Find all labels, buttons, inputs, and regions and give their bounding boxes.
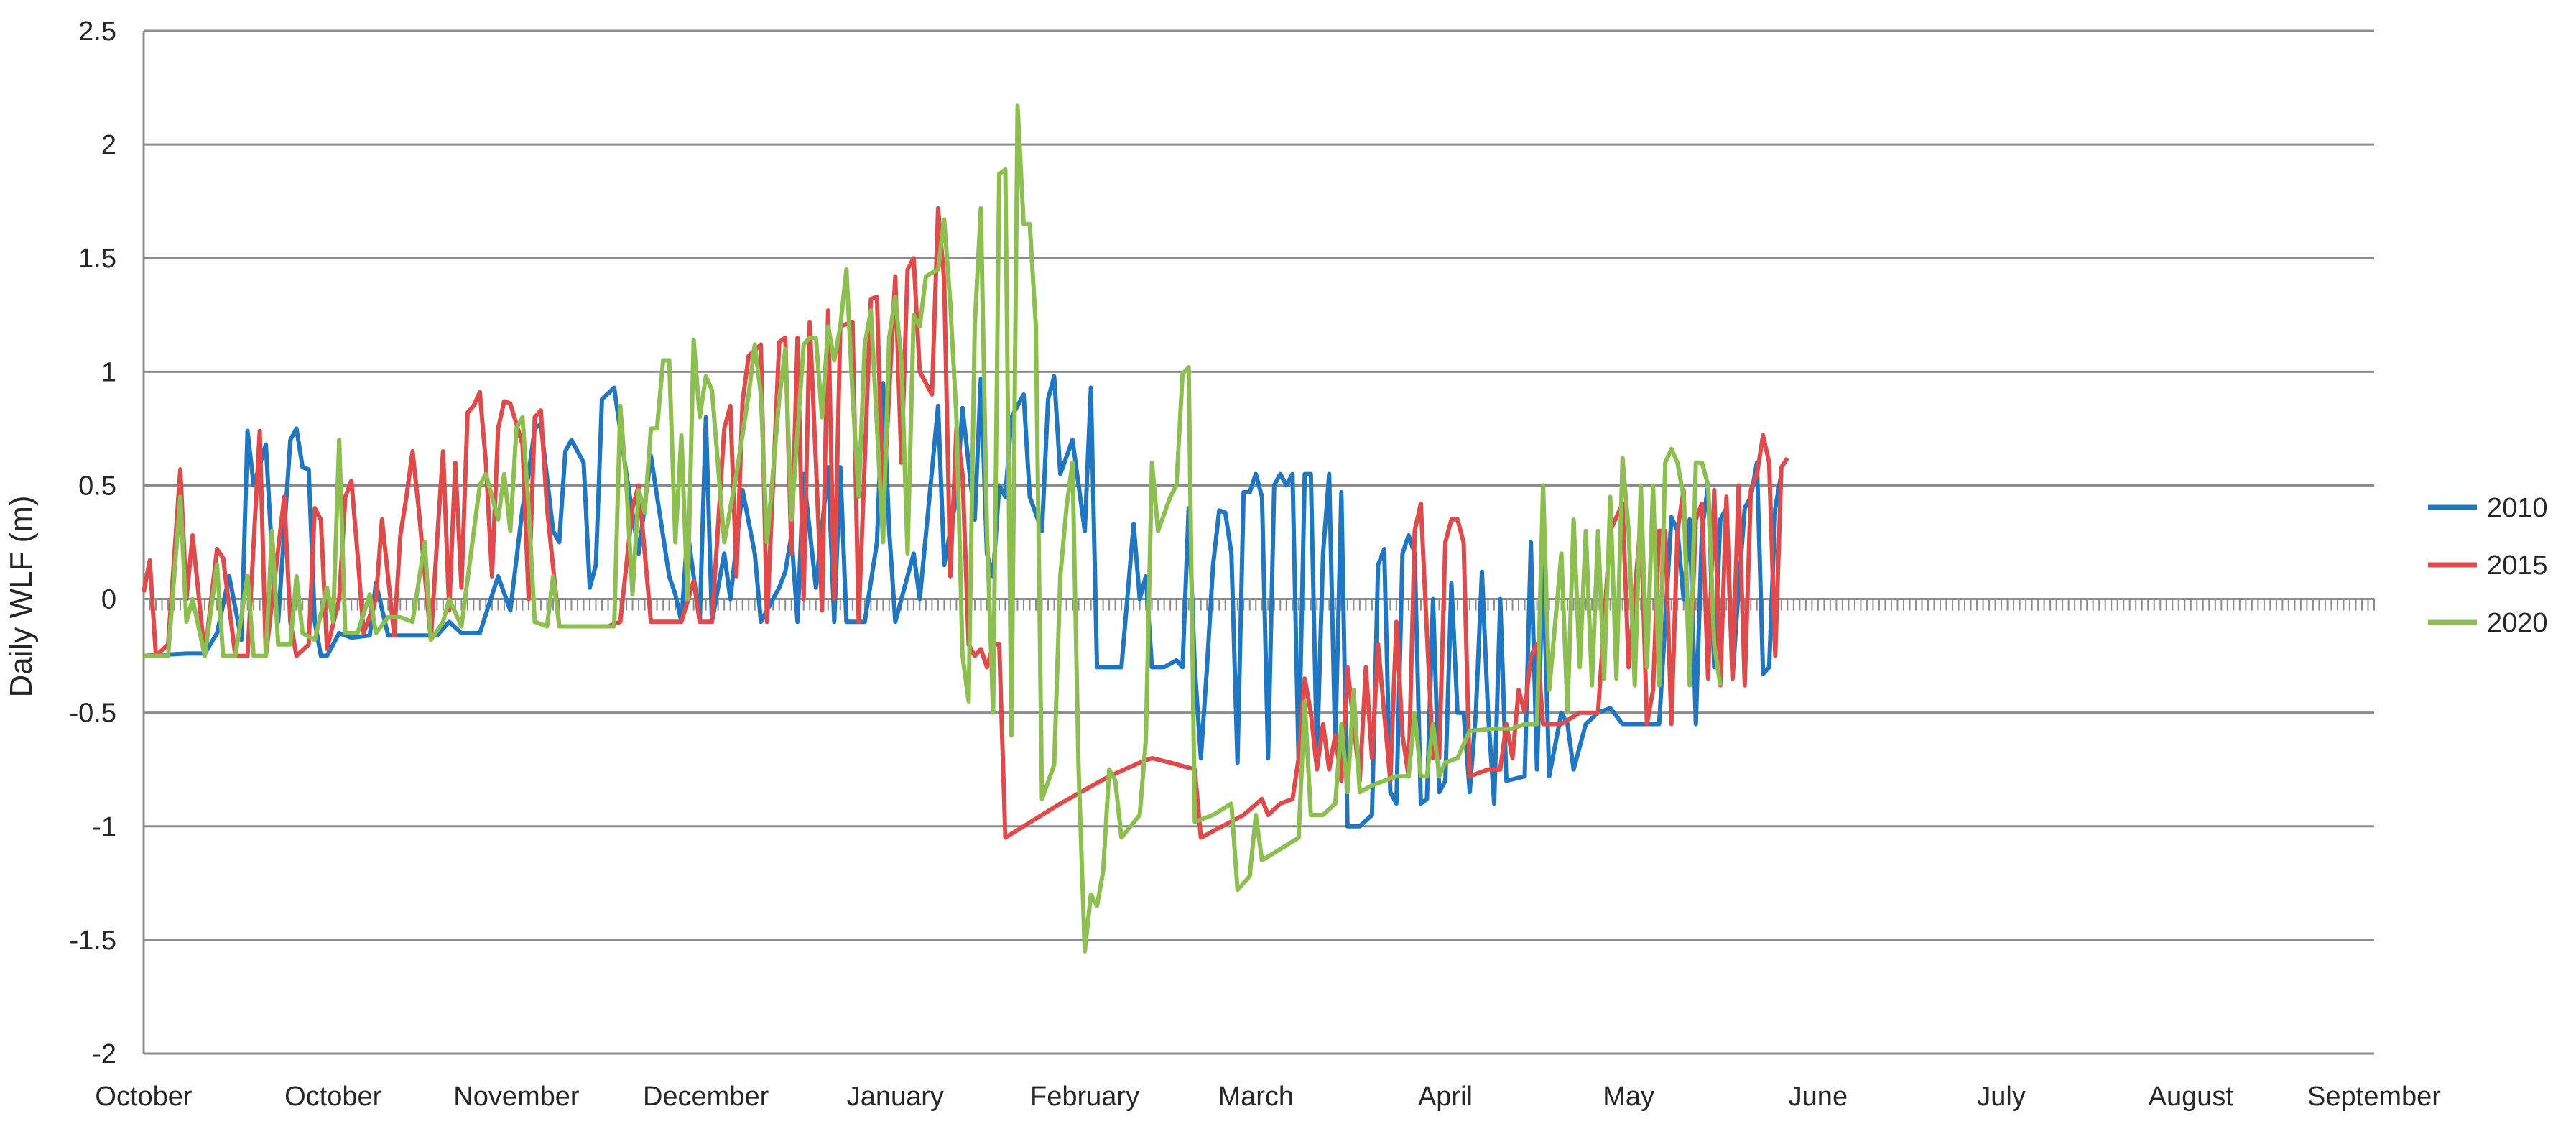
series-line-2015 <box>142 206 1789 840</box>
x-tick-label: September <box>2307 1082 2441 1112</box>
legend-label-2020: 2020 <box>2487 608 2548 638</box>
legend-label-2010: 2010 <box>2487 493 2548 523</box>
legend: 2010 2015 2020 <box>2428 493 2548 638</box>
x-tick-label: June <box>1789 1082 1848 1112</box>
x-tick-label: January <box>847 1082 944 1112</box>
series-line-2020 <box>144 103 1723 954</box>
y-tick-label: -1.5 <box>70 926 116 956</box>
x-tick-label: May <box>1603 1082 1654 1112</box>
x-tick-label: November <box>453 1082 580 1112</box>
y-tick-label: 1 <box>101 357 116 387</box>
y-tick-label: -0.5 <box>70 699 116 729</box>
y-tick-label: 0.5 <box>78 471 116 501</box>
x-tick-label: August <box>2149 1082 2234 1112</box>
x-tick-label: October <box>95 1082 193 1112</box>
y-tick-label: 1.5 <box>78 244 116 274</box>
x-tick-labels: October October November December January Feb… <box>95 1082 2441 1112</box>
x-tick-label: July <box>1977 1082 2026 1112</box>
series-lines <box>142 103 1789 954</box>
x-tick-label: February <box>1030 1082 1139 1112</box>
x-tick-label: October <box>284 1082 382 1112</box>
y-tick-label: 0 <box>101 585 116 615</box>
zero-axis-ticks <box>143 599 2375 611</box>
series-line-2010 <box>143 374 1784 829</box>
y-tick-label: 2 <box>101 130 116 160</box>
x-tick-label: April <box>1418 1082 1473 1112</box>
legend-label-2015: 2015 <box>2487 550 2548 581</box>
y-tick-labels: 2.5 2 1.5 1 0.5 0 -0.5 -1 -1.5 -2 <box>70 17 116 1069</box>
x-tick-label: December <box>643 1082 769 1112</box>
y-axis-title: Daily WLF (m) <box>4 495 39 697</box>
y-tick-label: -2 <box>92 1039 116 1069</box>
gridlines <box>144 29 2374 1055</box>
x-tick-label: March <box>1218 1082 1294 1112</box>
y-tick-label: 2.5 <box>78 17 116 47</box>
y-tick-label: -1 <box>92 812 116 842</box>
